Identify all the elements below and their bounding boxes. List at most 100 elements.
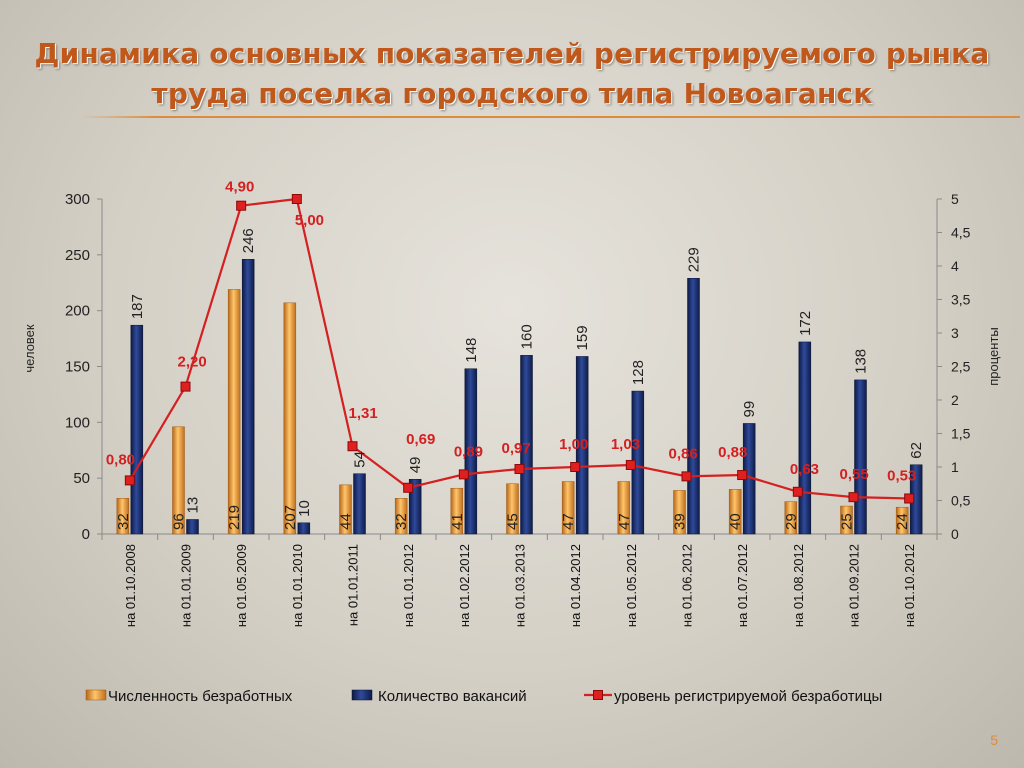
legend-swatch-vacancies <box>351 689 373 701</box>
y-axis-title-right: проценты <box>986 327 1001 386</box>
data-label-rate: 0,53 <box>887 467 916 484</box>
marker-unemployment-rate <box>291 194 302 204</box>
bar-vacancies <box>241 259 255 535</box>
data-label-rate: 1,00 <box>559 436 588 453</box>
bar-unemployed <box>450 487 464 535</box>
data-label-unemployed: 219 <box>226 505 243 530</box>
x-category-label: на 01.01.2011 <box>346 544 361 626</box>
slide-title: Динамика основных показателей регистриру… <box>0 34 1024 114</box>
data-label-rate: 1,03 <box>611 436 640 453</box>
data-label-unemployed: 32 <box>393 513 410 530</box>
data-label-vacancies: 160 <box>519 324 536 349</box>
bar-vacancies <box>464 368 478 535</box>
bar-unemployed <box>784 501 798 535</box>
legend-swatch-rate-marker <box>593 690 603 700</box>
data-label-vacancies: 99 <box>741 401 758 418</box>
bar-vacancies <box>186 519 199 535</box>
marker-unemployment-rate <box>458 469 469 480</box>
right-tick-label: 0 <box>951 526 959 542</box>
left-tick-label: 0 <box>82 526 90 543</box>
bar-unemployed <box>673 490 686 535</box>
x-category-label: на 01.04.2012 <box>568 544 583 627</box>
left-tick-label: 50 <box>73 470 90 487</box>
x-category-label: на 01.01.2012 <box>401 544 416 627</box>
data-label-unemployed: 24 <box>894 513 911 530</box>
bar-vacancies <box>575 356 589 535</box>
right-tick-label: 4 <box>951 258 959 274</box>
x-category-label: на 01.05.2009 <box>234 544 249 627</box>
right-tick-label: 3 <box>951 325 959 341</box>
marker-unemployment-rate <box>848 492 859 503</box>
marker-unemployment-rate <box>792 486 803 497</box>
data-label-rate: 1,31 <box>349 405 378 422</box>
data-label-vacancies: 138 <box>853 349 870 374</box>
title-line-2: труда поселка городского типа Новоаганск <box>151 77 873 110</box>
bar-vacancies <box>687 278 700 535</box>
right-tick-label: 3,5 <box>951 292 971 308</box>
data-label-vacancies: 62 <box>908 442 925 459</box>
bar-vacancies <box>353 473 366 535</box>
bar-unemployed <box>561 481 575 535</box>
data-label-unemployed: 207 <box>282 505 299 530</box>
data-label-unemployed: 40 <box>727 513 744 530</box>
data-label-vacancies: 54 <box>352 451 369 468</box>
data-label-rate: 0,86 <box>669 445 698 462</box>
x-category-label: на 01.05.2012 <box>624 544 639 627</box>
bar-unemployed <box>172 426 185 535</box>
data-label-vacancies: 148 <box>463 338 480 363</box>
data-label-vacancies: 187 <box>129 294 146 319</box>
x-category-label: на 01.10.2008 <box>123 544 138 627</box>
left-tick-label: 150 <box>65 359 90 376</box>
data-label-rate: 5,00 <box>295 212 324 229</box>
bar-vacancies <box>130 324 144 535</box>
data-label-unemployed: 29 <box>783 513 800 530</box>
data-label-rate: 2,20 <box>178 354 207 371</box>
marker-unemployment-rate <box>236 200 247 211</box>
bar-vacancies <box>854 379 867 535</box>
data-label-rate: 0,80 <box>106 451 135 468</box>
data-label-unemployed: 25 <box>839 513 856 530</box>
data-label-unemployed: 96 <box>171 513 188 530</box>
x-category-label: на 01.07.2012 <box>735 544 750 627</box>
data-label-vacancies: 10 <box>296 500 313 517</box>
bar-vacancies <box>520 355 533 535</box>
marker-unemployment-rate <box>403 482 414 493</box>
legend-label-vacancies: Количество вакансий <box>378 688 527 705</box>
right-tick-label: 5 <box>951 191 959 207</box>
right-tick-label: 0,5 <box>951 493 971 509</box>
marker-unemployment-rate <box>347 441 358 452</box>
bar-unemployed <box>840 505 853 535</box>
data-label-vacancies: 128 <box>630 360 647 385</box>
bar-vacancies <box>408 479 422 535</box>
title-divider <box>80 116 1020 118</box>
x-category-label: на 01.08.2012 <box>791 544 806 627</box>
legend-label-rate: уровень регистрируемой безработицы <box>614 688 882 705</box>
x-category-label: на 01.02.2012 <box>457 544 472 627</box>
marker-unemployment-rate <box>681 471 692 482</box>
bar-unemployed <box>394 498 408 535</box>
x-category-label: на 01.06.2012 <box>680 544 695 627</box>
right-tick-label: 2 <box>951 392 959 408</box>
bar-unemployed <box>116 498 130 535</box>
bar-unemployed <box>895 506 909 535</box>
bar-vacancies <box>297 522 311 535</box>
x-category-label: на 01.01.2009 <box>179 544 194 627</box>
data-label-rate: 0,88 <box>718 444 747 461</box>
left-tick-label: 250 <box>65 247 90 264</box>
data-label-rate: 0,97 <box>502 440 531 457</box>
bar-unemployed <box>283 302 297 535</box>
data-label-vacancies: 49 <box>407 457 424 474</box>
y-axis-title: человек <box>22 324 37 373</box>
marker-unemployment-rate <box>570 462 581 472</box>
data-label-unemployed: 45 <box>505 513 522 530</box>
data-label-rate: 0,89 <box>454 443 483 460</box>
right-tick-label: 1,5 <box>951 426 971 442</box>
data-label-vacancies: 13 <box>185 497 202 514</box>
x-category-label: на 01.03.2013 <box>513 544 528 627</box>
data-label-rate: 0,63 <box>790 461 819 478</box>
x-category-label: на 01.10.2012 <box>902 544 917 627</box>
data-label-unemployed: 32 <box>115 513 132 530</box>
legend-swatch-unemployed <box>85 689 107 701</box>
bar-vacancies <box>798 341 812 535</box>
bar-unemployed <box>506 483 519 535</box>
